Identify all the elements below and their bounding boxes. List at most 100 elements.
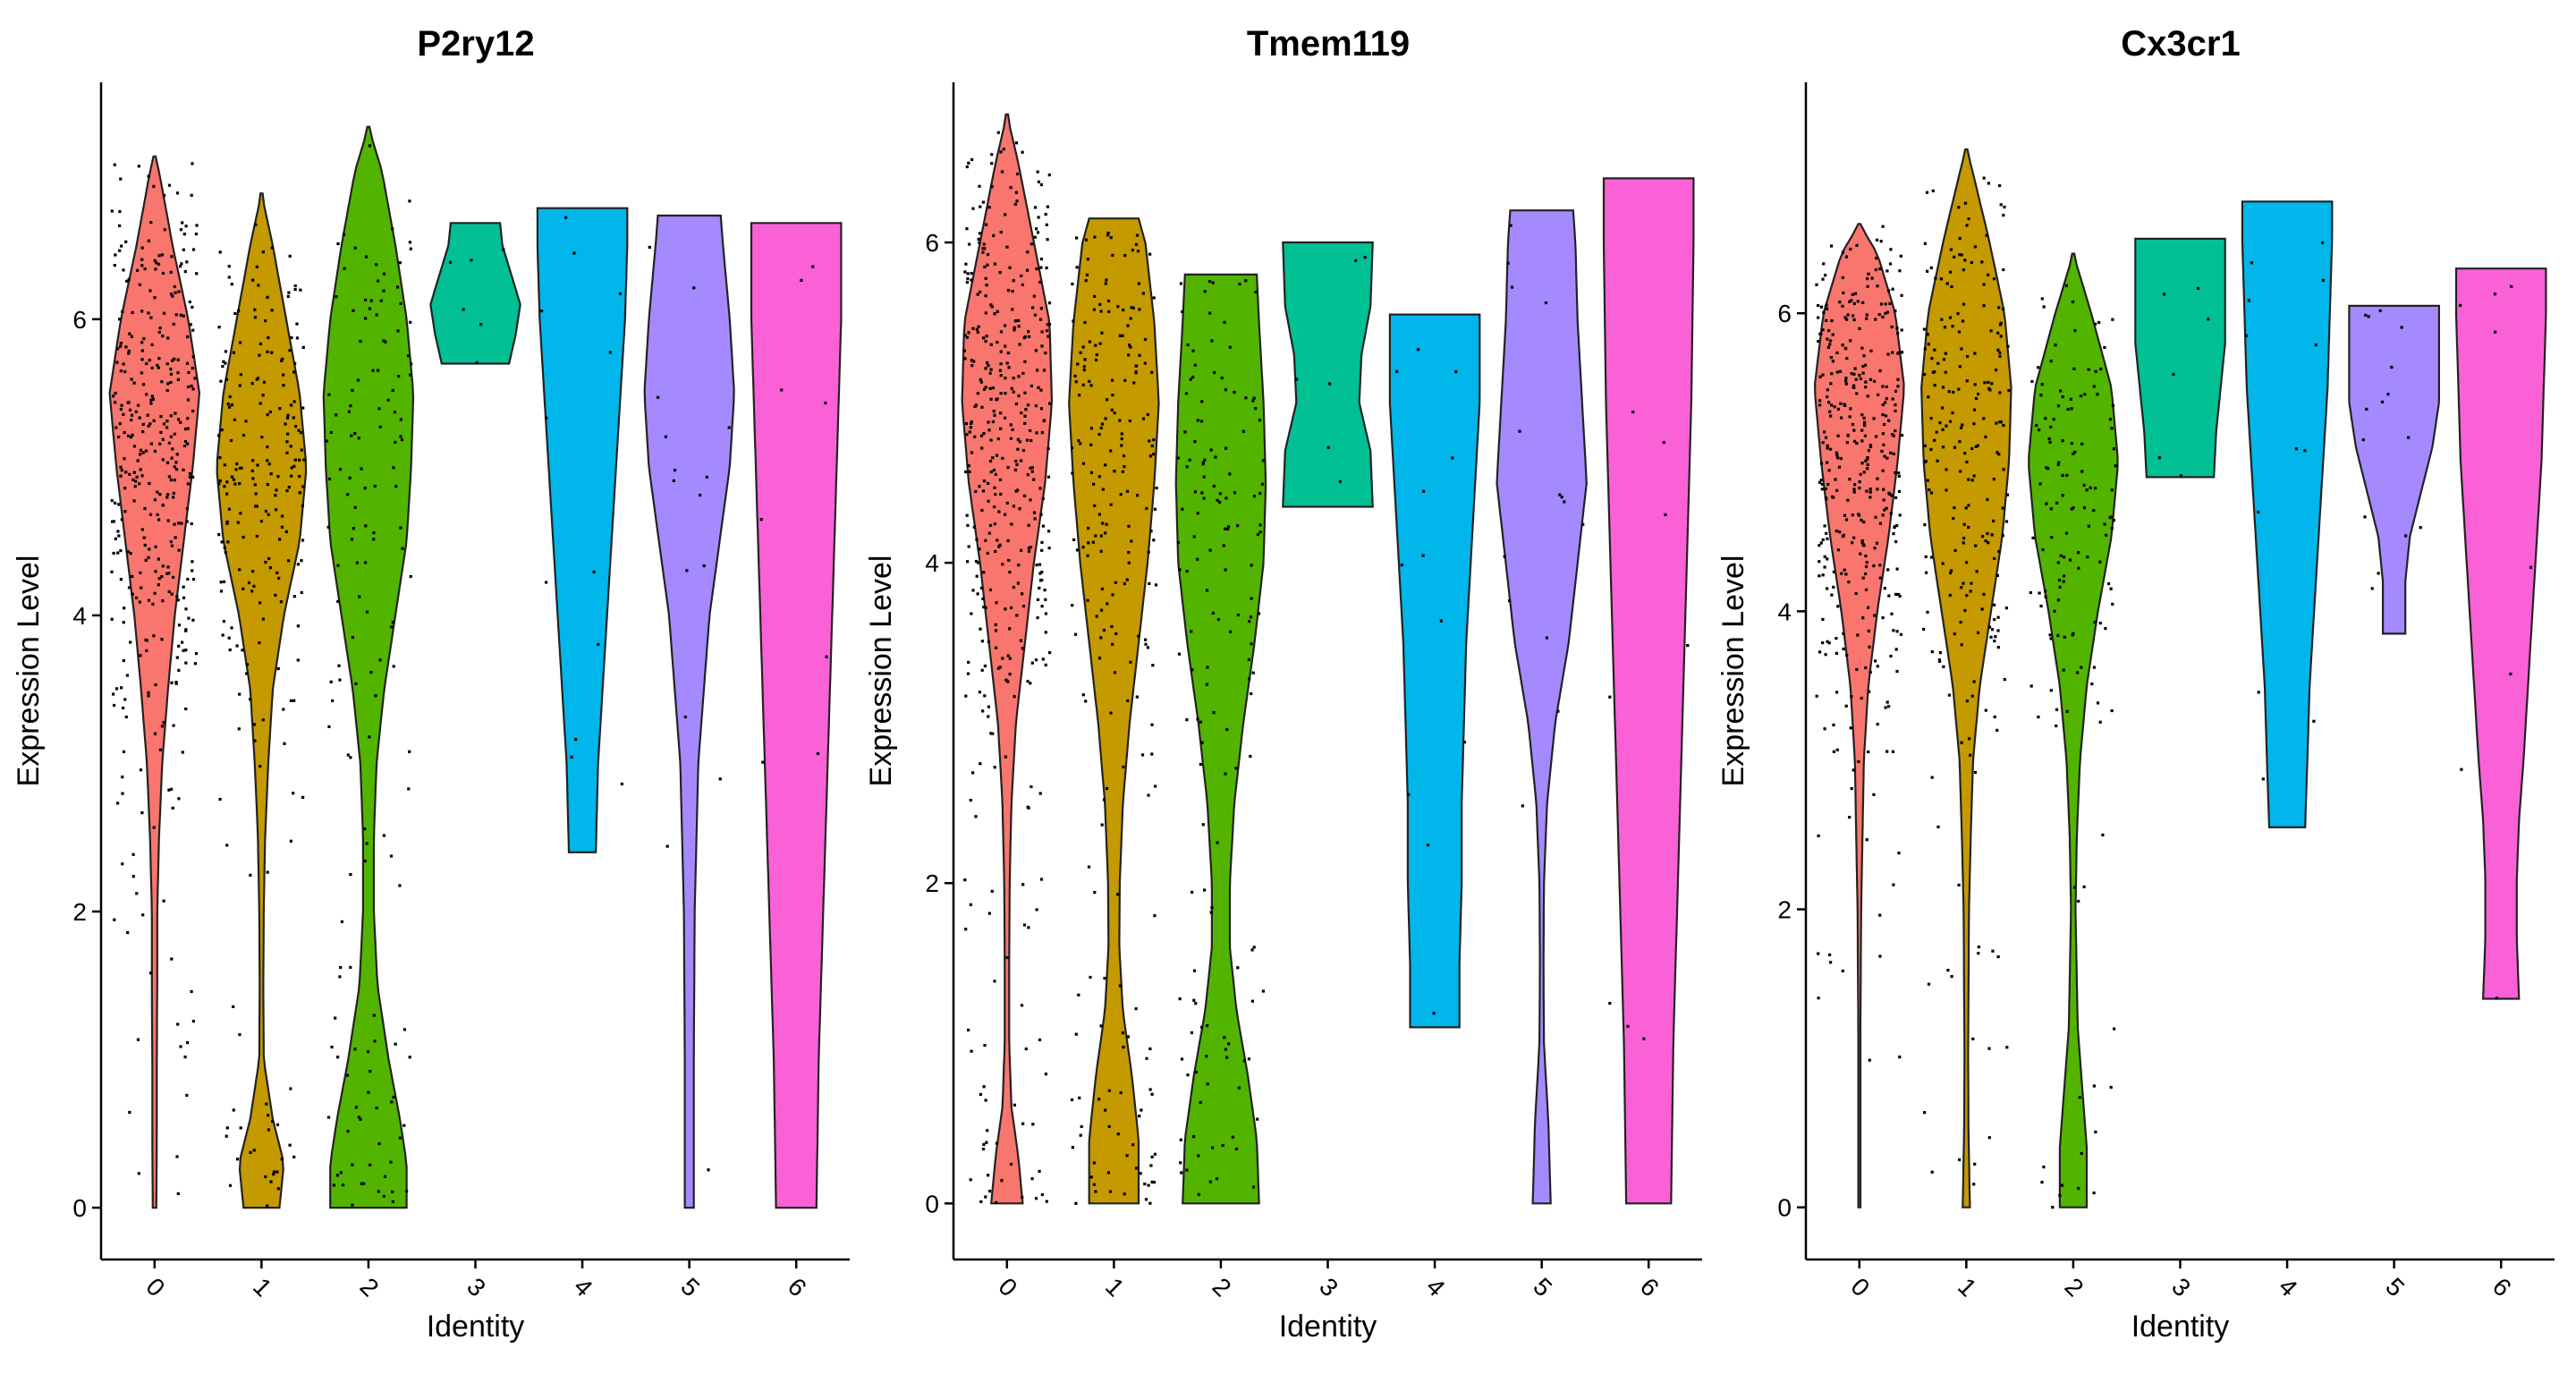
jitter-point <box>382 339 386 343</box>
jitter-point <box>1211 611 1215 615</box>
jitter-point <box>1258 530 1262 534</box>
jitter-point <box>1861 301 1865 304</box>
jitter-point <box>353 1047 357 1051</box>
jitter-point <box>1847 581 1851 584</box>
jitter-point <box>991 420 995 424</box>
jitter-point <box>1977 631 1980 634</box>
jitter-points-identity-3 <box>1295 256 1367 483</box>
jitter-point <box>1826 388 1829 392</box>
jitter-point <box>1328 382 1332 386</box>
jitter-point <box>1261 989 1265 993</box>
jitter-point <box>225 1126 229 1130</box>
jitter-point <box>359 1117 362 1121</box>
jitter-point <box>1836 605 1840 608</box>
jitter-point <box>1974 445 1978 448</box>
jitter-point <box>1821 328 1825 332</box>
jitter-point <box>1119 1091 1123 1095</box>
jitter-point <box>1030 785 1033 789</box>
jitter-point <box>1882 443 1885 446</box>
jitter-point <box>1963 608 1967 613</box>
jitter-point <box>230 475 234 479</box>
jitter-point <box>1008 673 1012 676</box>
jitter-point <box>329 430 333 434</box>
jitter-point <box>1824 487 1827 491</box>
jitter-point <box>180 522 183 525</box>
jitter-point <box>1222 544 1225 547</box>
jitter-point <box>1040 431 1044 435</box>
jitter-point <box>1817 834 1820 837</box>
jitter-point <box>1072 319 1075 323</box>
jitter-point <box>183 1056 187 1059</box>
jitter-point <box>1930 357 1934 360</box>
jitter-point <box>1867 750 1870 754</box>
jitter-point <box>177 522 181 525</box>
jitter-point <box>1962 522 1966 526</box>
jitter-point <box>238 482 242 486</box>
jitter-point <box>964 694 968 698</box>
jitter-point <box>963 878 967 882</box>
jitter-point <box>2066 407 2070 411</box>
jitter-point <box>1250 999 1254 1003</box>
jitter-point <box>1125 489 1130 493</box>
jitter-point <box>175 1155 179 1158</box>
jitter-point <box>1130 306 1133 310</box>
jitter-point <box>1234 1147 1239 1151</box>
jitter-point <box>184 628 188 632</box>
jitter-point <box>150 394 154 398</box>
jitter-point <box>1825 303 1828 307</box>
jitter-point <box>182 585 185 589</box>
jitter-point <box>990 185 994 189</box>
jitter-point <box>227 276 231 279</box>
jitter-point <box>2112 519 2115 522</box>
jitter-point <box>131 592 134 596</box>
jitter-point <box>1089 443 1093 446</box>
jitter-point <box>124 240 128 243</box>
jitter-point <box>983 1044 987 1047</box>
jitter-point <box>1836 434 1840 437</box>
jitter-point <box>2109 1085 2113 1090</box>
jitter-point <box>1225 1056 1229 1059</box>
x-tick-label: 1 <box>1100 1272 1130 1302</box>
jitter-point <box>1026 473 1030 477</box>
jitter-point <box>1839 369 1843 373</box>
jitter-point <box>692 286 696 290</box>
jitter-point <box>131 433 134 437</box>
jitter-point <box>1026 403 1030 407</box>
jitter-point <box>161 271 165 276</box>
jitter-point <box>171 806 174 810</box>
jitter-point <box>156 363 159 368</box>
jitter-point <box>1844 572 1848 576</box>
jitter-point <box>1111 593 1114 597</box>
jitter-point <box>295 336 300 340</box>
jitter-point <box>155 261 158 265</box>
jitter-point <box>1829 339 1833 343</box>
violin-identity-6 <box>750 222 843 1209</box>
jitter-point <box>1048 402 1052 405</box>
jitter-point <box>2065 473 2069 477</box>
jitter-point <box>116 551 120 555</box>
jitter-point <box>1014 141 1018 145</box>
jitter-point <box>122 706 125 710</box>
jitter-point <box>1838 530 1842 534</box>
jitter-point <box>1144 642 1148 646</box>
jitter-point <box>1044 1073 1047 1076</box>
jitter-point <box>1021 883 1025 886</box>
jitter-point <box>1143 361 1147 365</box>
jitter-point <box>293 361 297 365</box>
jitter-points-identity-5 <box>2361 309 2422 590</box>
jitter-point <box>1046 446 1050 451</box>
jitter-point <box>292 416 295 420</box>
jitter-point <box>1844 255 1849 259</box>
jitter-point <box>1152 539 1156 542</box>
violin-identity-6 <box>1602 177 1695 1205</box>
jitter-point <box>1938 659 1942 663</box>
x-tick-label: 4 <box>569 1272 598 1302</box>
jitter-point <box>1001 563 1004 566</box>
jitter-point <box>251 278 255 282</box>
jitter-point <box>233 311 237 316</box>
jitter-point <box>1106 602 1109 606</box>
jitter-point <box>1039 266 1043 269</box>
jitter-point <box>1185 465 1189 469</box>
jitter-point <box>974 489 978 494</box>
jitter-point <box>1206 1082 1209 1086</box>
